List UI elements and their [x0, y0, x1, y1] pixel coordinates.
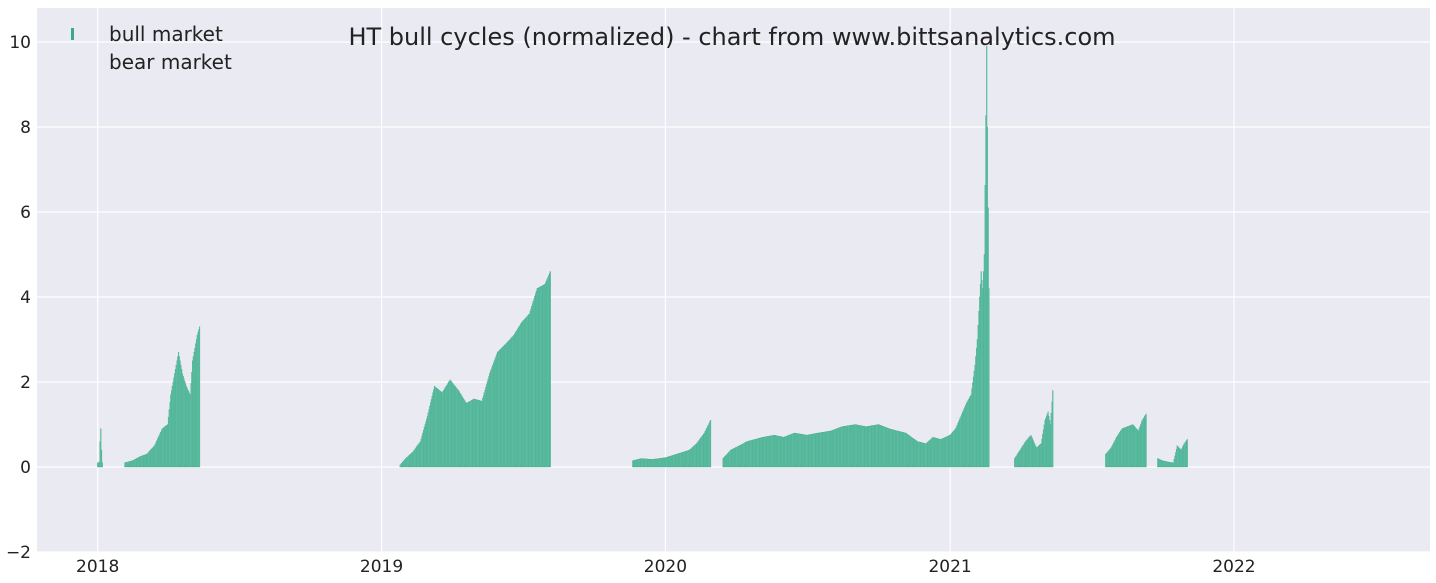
y-tick-label: 2	[20, 373, 31, 393]
x-tick-label: 2022	[1212, 557, 1255, 577]
y-axis-tick-labels: −2 0 2 4 6 8 10	[6, 33, 31, 563]
bull-market-bar	[101, 449, 103, 468]
y-tick-label: 10	[9, 33, 31, 53]
legend: bull market bear market	[71, 22, 232, 74]
y-tick-label: 0	[20, 458, 31, 478]
plot-area	[37, 8, 1430, 552]
x-tick-label: 2020	[644, 557, 687, 577]
x-tick-label: 2018	[76, 557, 119, 577]
bull-market-bar	[100, 428, 102, 468]
bull-market-bar	[1186, 439, 1188, 468]
bull-market-bar	[199, 326, 201, 468]
bull-market-bar	[1145, 413, 1147, 468]
legend-bull-market-swatch	[71, 28, 74, 40]
bull-market-bar	[988, 288, 990, 468]
y-tick-label: 4	[20, 288, 31, 308]
bull-market-bars	[97, 46, 1188, 468]
legend-bear-market-label: bear market	[109, 50, 232, 74]
chart-title: HT bull cycles (normalized) - chart from…	[348, 23, 1115, 51]
bull-market-bar	[1052, 390, 1054, 468]
legend-bull-market-label: bull market	[109, 22, 223, 46]
x-axis-tick-labels: 2018 2019 2020 2021 2022	[76, 557, 1256, 577]
x-tick-label: 2019	[360, 557, 403, 577]
x-tick-label: 2021	[928, 557, 971, 577]
y-tick-label: −2	[6, 543, 31, 563]
grid-lines	[37, 8, 1430, 553]
bull-market-bar	[549, 271, 551, 468]
y-tick-label: 6	[20, 203, 31, 223]
bull-market-bar	[710, 420, 712, 468]
bull-market-bar	[101, 462, 103, 468]
y-tick-label: 8	[20, 118, 31, 138]
